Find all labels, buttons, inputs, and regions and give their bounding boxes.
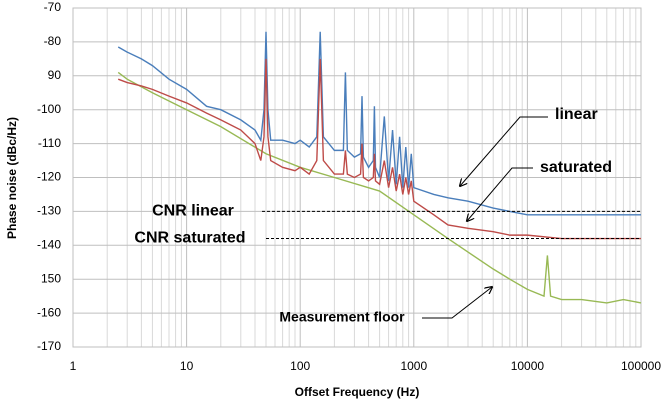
x-tick-label: 100 — [290, 359, 310, 373]
y-tick-label: -160 — [37, 305, 61, 319]
y-tick-label: -130 — [37, 204, 61, 218]
x-tick-label: 1 — [70, 359, 77, 373]
x-tick-label: 100000 — [621, 359, 661, 373]
series-line — [117, 71, 642, 304]
annotation-arrow — [467, 167, 533, 221]
series-label: Measurement floor — [279, 309, 405, 325]
y-tick-label: 90 — [48, 68, 62, 82]
series-label: linear — [555, 106, 598, 123]
series-label: saturated — [540, 159, 612, 176]
x-tick-label: 10000 — [511, 359, 545, 373]
series-line — [117, 58, 641, 240]
y-tick-label: -110 — [38, 136, 61, 150]
reference-label: CNR saturated — [134, 230, 245, 247]
annotation-arrow — [422, 287, 492, 319]
series-line — [117, 31, 641, 216]
y-tick-label: -100 — [37, 102, 61, 116]
y-axis-label: Phase noise (dBc/Hz) — [5, 117, 19, 239]
y-tick-label: -70 — [44, 0, 62, 14]
y-tick-label: 150 — [41, 271, 61, 285]
y-tick-label: -170 — [37, 339, 61, 353]
annotations: CNR linear CNR saturated linear saturated Me… — [134, 106, 641, 325]
reference-label: CNR linear — [152, 203, 234, 220]
x-tick-label: 1000 — [400, 359, 427, 373]
y-tick-label: -80 — [44, 34, 62, 48]
x-tick-label: 10 — [180, 359, 194, 373]
plot-frame — [72, 7, 642, 348]
y-tick-label: -140 — [37, 237, 61, 251]
y-tick-label: -120 — [37, 170, 61, 184]
x-axis-label: Offset Frequency (Hz) — [295, 385, 420, 399]
annotation-arrow — [460, 116, 548, 186]
plot-lines — [117, 31, 642, 304]
